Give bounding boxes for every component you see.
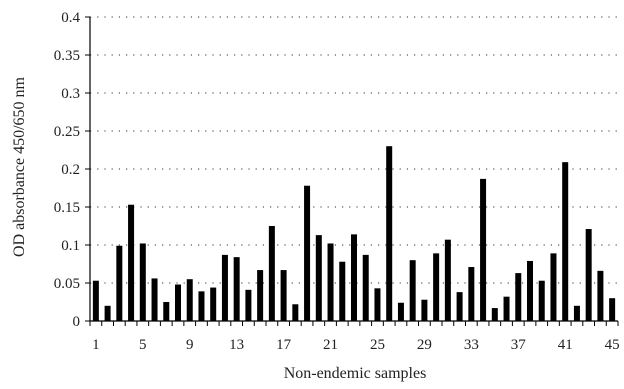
bar-45	[609, 298, 616, 321]
bar-29	[421, 299, 428, 321]
y-axis-title: OD absorbance 450/650 nm	[11, 76, 28, 257]
bar-8	[175, 284, 181, 321]
bar-21	[327, 243, 334, 321]
x-tick-label: 9	[186, 337, 194, 353]
bar-28	[409, 260, 416, 321]
bar-24	[362, 254, 369, 321]
bar-43	[585, 229, 592, 321]
y-tick-label: 0.25	[54, 124, 80, 140]
bar-1	[92, 280, 99, 321]
bar-32	[456, 292, 463, 321]
bar-2	[104, 305, 111, 321]
y-tick-label: 0.2	[61, 162, 80, 178]
x-tick-label: 37	[511, 337, 527, 353]
bar-39	[538, 280, 545, 321]
bar-30	[433, 253, 440, 321]
x-axis-title: Non-endemic samples	[284, 365, 427, 382]
bar-35	[491, 308, 498, 321]
x-tick-label: 1	[92, 337, 100, 353]
y-tick-label: 0.1	[61, 238, 80, 254]
x-tick-label: 29	[417, 337, 432, 353]
y-tick-label: 0.15	[54, 200, 80, 216]
bar-23	[351, 234, 357, 321]
x-tick-label: 41	[558, 337, 573, 353]
x-tick-label: 5	[139, 337, 147, 353]
bar-14	[245, 289, 252, 321]
bar-12	[221, 254, 228, 321]
bar-26	[386, 146, 393, 321]
bar-41	[562, 162, 569, 321]
axes	[85, 16, 619, 326]
x-tick-label: 33	[464, 337, 479, 353]
bar-37	[515, 273, 522, 321]
bar-34	[480, 178, 487, 321]
bar-5	[139, 243, 146, 321]
x-tick-label: 13	[229, 337, 244, 353]
bar-4	[128, 204, 135, 321]
bar-7	[163, 302, 170, 321]
bar-20	[315, 235, 322, 321]
bar-10	[198, 291, 205, 321]
y-tick-label: 0.05	[54, 276, 80, 292]
bar-16	[268, 226, 275, 321]
bar-42	[573, 305, 580, 321]
x-tick-label: 25	[370, 337, 385, 353]
y-tick-label: 0.4	[61, 10, 80, 26]
x-tick-label: 21	[323, 337, 338, 353]
x-tick-label: 45	[605, 337, 620, 353]
bar-6	[151, 278, 158, 321]
bar-38	[527, 260, 533, 321]
x-tick-labels: 1 5 9 13 17 21 25 29 33 37 41 45	[92, 337, 620, 353]
bars	[92, 146, 616, 321]
bar-44	[597, 270, 604, 321]
bar-15	[257, 270, 264, 321]
bar-19	[304, 185, 311, 321]
bar-31	[444, 239, 451, 321]
bar-11	[210, 287, 217, 321]
x-tick-label: 17	[276, 337, 292, 353]
bar-33	[468, 267, 475, 321]
bar-18	[292, 304, 299, 321]
bar-27	[397, 302, 404, 321]
bar-17	[280, 270, 287, 321]
bar-40	[550, 253, 557, 321]
y-tick-label: 0.3	[61, 86, 80, 102]
y-tick-labels: 0 0.05 0.1 0.15 0.2 0.25 0.3 0.35 0.4	[54, 10, 81, 330]
bar-22	[339, 261, 346, 321]
y-tick-label: 0.35	[54, 48, 80, 64]
bar-13	[233, 257, 240, 321]
bar-9	[186, 279, 193, 321]
bar-36	[503, 296, 510, 321]
bar-3	[116, 245, 123, 321]
bar-25	[374, 288, 381, 321]
y-tick-label: 0	[73, 314, 81, 330]
